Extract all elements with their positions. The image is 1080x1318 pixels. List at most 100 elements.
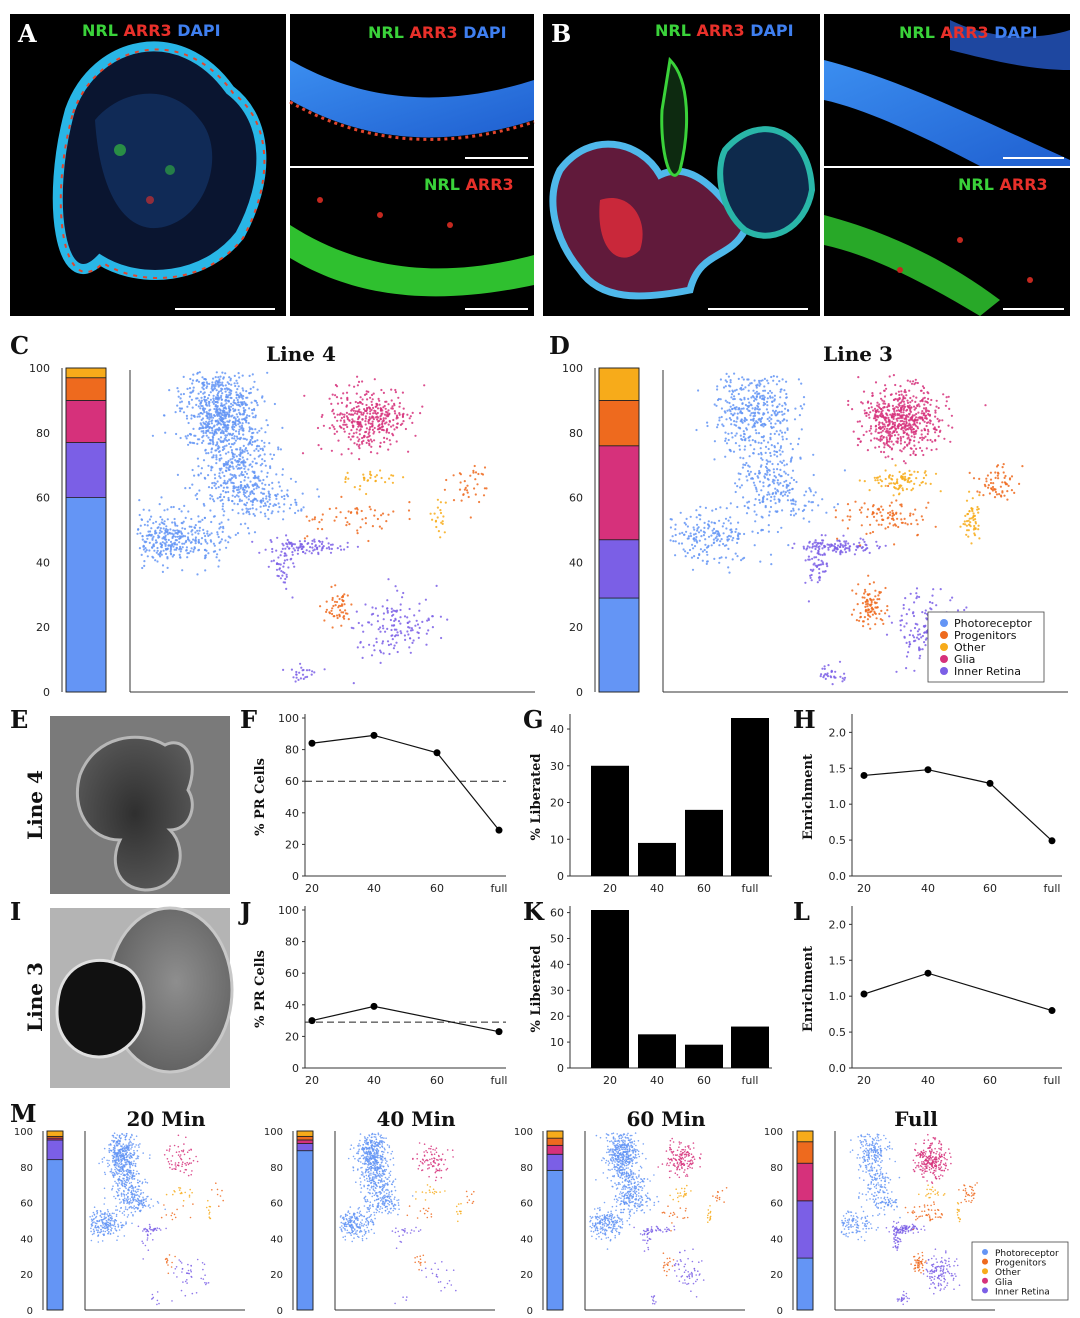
umap-point: [857, 546, 859, 548]
umap-point: [255, 508, 257, 510]
umap-point: [225, 439, 227, 441]
umap-point: [990, 472, 992, 474]
umap-point: [138, 499, 140, 501]
umap-point: [378, 428, 380, 430]
umap-point: [758, 432, 760, 434]
panel-letter-f: F: [240, 705, 257, 734]
umap-point: [387, 578, 389, 580]
umap-point: [191, 399, 193, 401]
umap-point: [380, 442, 382, 444]
umap-point: [368, 431, 370, 433]
umap-point: [236, 489, 238, 491]
umap-point: [224, 407, 226, 409]
umap-point: [915, 592, 917, 594]
umap-point: [924, 644, 926, 646]
umap-point: [842, 677, 844, 679]
umap-point: [356, 376, 358, 378]
umap-point: [740, 438, 742, 440]
umap-point: [347, 478, 349, 480]
umap-point: [286, 574, 288, 576]
umap-point: [754, 379, 756, 381]
umap-point: [884, 403, 886, 405]
umap-point: [214, 545, 216, 547]
umap-point: [183, 411, 185, 413]
umap-point: [973, 532, 975, 534]
umap-point: [250, 388, 252, 390]
umap-point: [967, 536, 969, 538]
umap-point: [891, 421, 893, 423]
umap-point: [437, 507, 439, 509]
umap-point: [253, 450, 255, 452]
umap-point: [369, 477, 371, 479]
umap-point: [771, 463, 773, 465]
umap-point: [868, 414, 870, 416]
umap-point: [395, 426, 397, 428]
umap-point: [1000, 486, 1002, 488]
umap-point: [210, 469, 212, 471]
umap-point: [671, 518, 673, 520]
umap-point: [330, 544, 332, 546]
umap-point: [696, 516, 698, 518]
umap-point: [742, 464, 744, 466]
umap-point: [344, 478, 346, 480]
umap-point: [295, 504, 297, 506]
umap-point: [249, 481, 251, 483]
umap-point: [302, 669, 304, 671]
umap-point: [929, 439, 931, 441]
umap-point: [879, 426, 881, 428]
umap-point: [350, 511, 352, 513]
umap-point: [728, 402, 730, 404]
umap-point: [964, 515, 966, 517]
umap-point: [797, 443, 799, 445]
umap-point: [248, 415, 250, 417]
umap-point: [785, 480, 787, 482]
umap-point: [409, 518, 411, 520]
umap-point: [925, 609, 927, 611]
tick-label-y: 100: [278, 712, 299, 725]
umap-point: [204, 569, 206, 571]
umap-point: [206, 411, 208, 413]
umap-point: [382, 627, 384, 629]
umap-point: [730, 396, 732, 398]
umap-point: [739, 486, 741, 488]
umap-point: [276, 569, 278, 571]
umap-point: [906, 428, 908, 430]
tick-label-y: 20: [285, 838, 299, 851]
umap-point: [218, 536, 220, 538]
umap-point: [966, 513, 968, 515]
umap-point: [161, 519, 163, 521]
data-point: [309, 1017, 316, 1024]
umap-point: [694, 545, 696, 547]
umap-point: [783, 464, 785, 466]
umap-point: [346, 412, 348, 414]
umap-point: [198, 413, 200, 415]
umap-point: [316, 548, 318, 550]
umap-point: [266, 476, 268, 478]
umap-point: [279, 485, 281, 487]
tick-label-y: 0: [576, 686, 583, 699]
umap-point: [770, 563, 772, 565]
bar-segment-inner-retina: [47, 1140, 63, 1160]
umap-point: [889, 505, 891, 507]
umap-point: [201, 537, 203, 539]
umap-point: [244, 451, 246, 453]
label-nrl: NRL: [899, 23, 935, 42]
umap-point: [704, 549, 706, 551]
umap-point: [228, 421, 230, 423]
umap-point: [338, 614, 340, 616]
umap-point: [742, 388, 744, 390]
umap-point: [977, 511, 979, 513]
umap-point: [255, 448, 257, 450]
umap-point: [149, 542, 151, 544]
umap-point: [379, 526, 381, 528]
umap-point: [323, 619, 325, 621]
umap-point: [875, 381, 877, 383]
umap-point: [813, 562, 815, 564]
umap-point: [249, 454, 251, 456]
umap-point: [141, 554, 143, 556]
data-point: [1049, 837, 1056, 844]
umap-point: [202, 430, 204, 432]
umap-point: [348, 436, 350, 438]
umap-point: [194, 416, 196, 418]
